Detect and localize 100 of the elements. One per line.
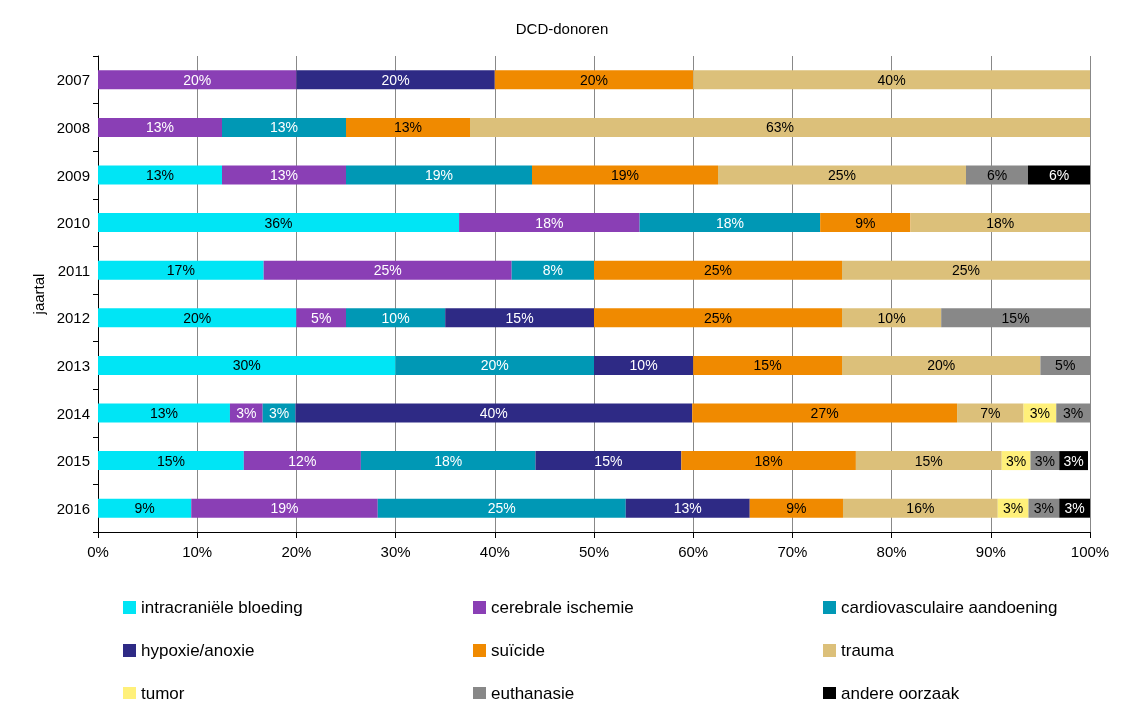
bar — [459, 213, 640, 233]
data-label: 15% — [914, 452, 943, 469]
data-label: 18% — [986, 214, 1015, 231]
x-tick-label: 70% — [777, 543, 808, 560]
data-label: 25% — [703, 262, 733, 279]
bar — [693, 355, 842, 375]
data-label: 20% — [381, 71, 410, 88]
bar — [639, 213, 821, 233]
data-label: 15% — [753, 357, 782, 374]
bar — [98, 213, 460, 233]
data-label: 13% — [145, 119, 175, 136]
bar — [98, 70, 297, 90]
y-tick-label: 2007 — [56, 71, 90, 89]
bar — [191, 498, 378, 518]
bar — [910, 213, 1090, 233]
data-label: 40% — [877, 71, 906, 88]
bar — [855, 451, 1002, 471]
x-tick-label: 100% — [1070, 543, 1110, 560]
data-label: 40% — [479, 405, 508, 421]
legend-label: intracraniële bloeding — [141, 598, 303, 617]
data-label: 9% — [134, 500, 155, 517]
bar — [395, 355, 594, 375]
data-label: 27% — [810, 405, 839, 421]
data-label: 10% — [877, 309, 906, 326]
y-tick-label: 2008 — [56, 118, 90, 136]
data-label: 3% — [1029, 405, 1051, 421]
bar — [98, 308, 297, 328]
bar — [98, 117, 222, 137]
data-label: 9% — [786, 500, 807, 517]
data-label: 13% — [673, 500, 702, 517]
bar — [594, 308, 842, 328]
bar — [842, 498, 998, 518]
chart-title: DCD-donoren — [515, 20, 609, 37]
data-label: 15% — [505, 309, 534, 326]
bar — [346, 165, 532, 185]
bar — [222, 117, 346, 137]
y-tick-label: 2011 — [57, 261, 90, 279]
bar — [98, 403, 230, 423]
bar — [535, 451, 682, 471]
legend-label: cardiovasculaire aandoening — [841, 598, 1058, 617]
data-label: 15% — [1001, 309, 1030, 326]
data-label: 18% — [434, 452, 463, 469]
data-label: 3% — [268, 405, 290, 421]
bar — [98, 355, 396, 375]
y-axis-title: jaartal — [29, 273, 47, 316]
bar — [681, 451, 856, 471]
legend-label: suïcide — [491, 641, 545, 660]
bar — [98, 260, 264, 280]
data-label: 25% — [703, 309, 733, 326]
data-label: 13% — [145, 167, 175, 183]
data-label: 36% — [264, 214, 293, 231]
data-label: 6% — [986, 167, 1008, 183]
bar — [222, 165, 346, 185]
x-tick-label: 40% — [479, 543, 510, 560]
bar — [346, 117, 470, 137]
x-tick-label: 30% — [380, 543, 411, 560]
bar — [693, 70, 1090, 90]
bar — [98, 498, 192, 518]
bar — [957, 403, 1024, 423]
data-label: 18% — [715, 214, 744, 231]
y-tick-label: 2009 — [56, 166, 90, 184]
bar — [532, 165, 718, 185]
bar — [346, 308, 446, 328]
data-label: 6% — [1048, 167, 1070, 183]
x-tick-label: 10% — [182, 543, 213, 560]
data-label: 3% — [1064, 500, 1085, 517]
x-tick-label: 50% — [578, 543, 610, 560]
bar — [296, 70, 495, 90]
bar — [692, 403, 958, 423]
data-label: 19% — [270, 500, 299, 517]
data-label: 13% — [149, 405, 178, 421]
bar — [295, 403, 693, 423]
data-label: 13% — [393, 119, 423, 136]
data-label: 20% — [183, 309, 212, 326]
bar — [820, 213, 911, 233]
data-label: 20% — [183, 71, 212, 88]
data-label: 3% — [1034, 452, 1055, 469]
data-label: 9% — [855, 214, 876, 231]
data-label: 5% — [1055, 357, 1076, 374]
data-label: 15% — [156, 452, 185, 469]
y-tick-label: 2016 — [56, 499, 90, 517]
bar — [98, 451, 244, 471]
legend-label: tumor — [141, 684, 185, 703]
data-label: 12% — [288, 452, 317, 469]
data-label: 16% — [906, 500, 935, 517]
y-tick-label: 2010 — [56, 214, 90, 232]
data-label: 3% — [1005, 452, 1027, 469]
data-label: 13% — [269, 119, 299, 136]
y-tick-label: 2015 — [56, 452, 90, 470]
y-tick-label: 2013 — [56, 356, 90, 374]
data-label: 3% — [1033, 500, 1054, 517]
bar — [625, 498, 750, 518]
bar — [594, 260, 842, 280]
bar — [263, 260, 512, 280]
data-label: 3% — [1063, 405, 1084, 421]
data-label: 5% — [311, 309, 332, 326]
data-label: 18% — [754, 452, 783, 469]
data-label: 18% — [535, 214, 564, 231]
bar — [98, 165, 222, 185]
bar — [842, 308, 942, 328]
